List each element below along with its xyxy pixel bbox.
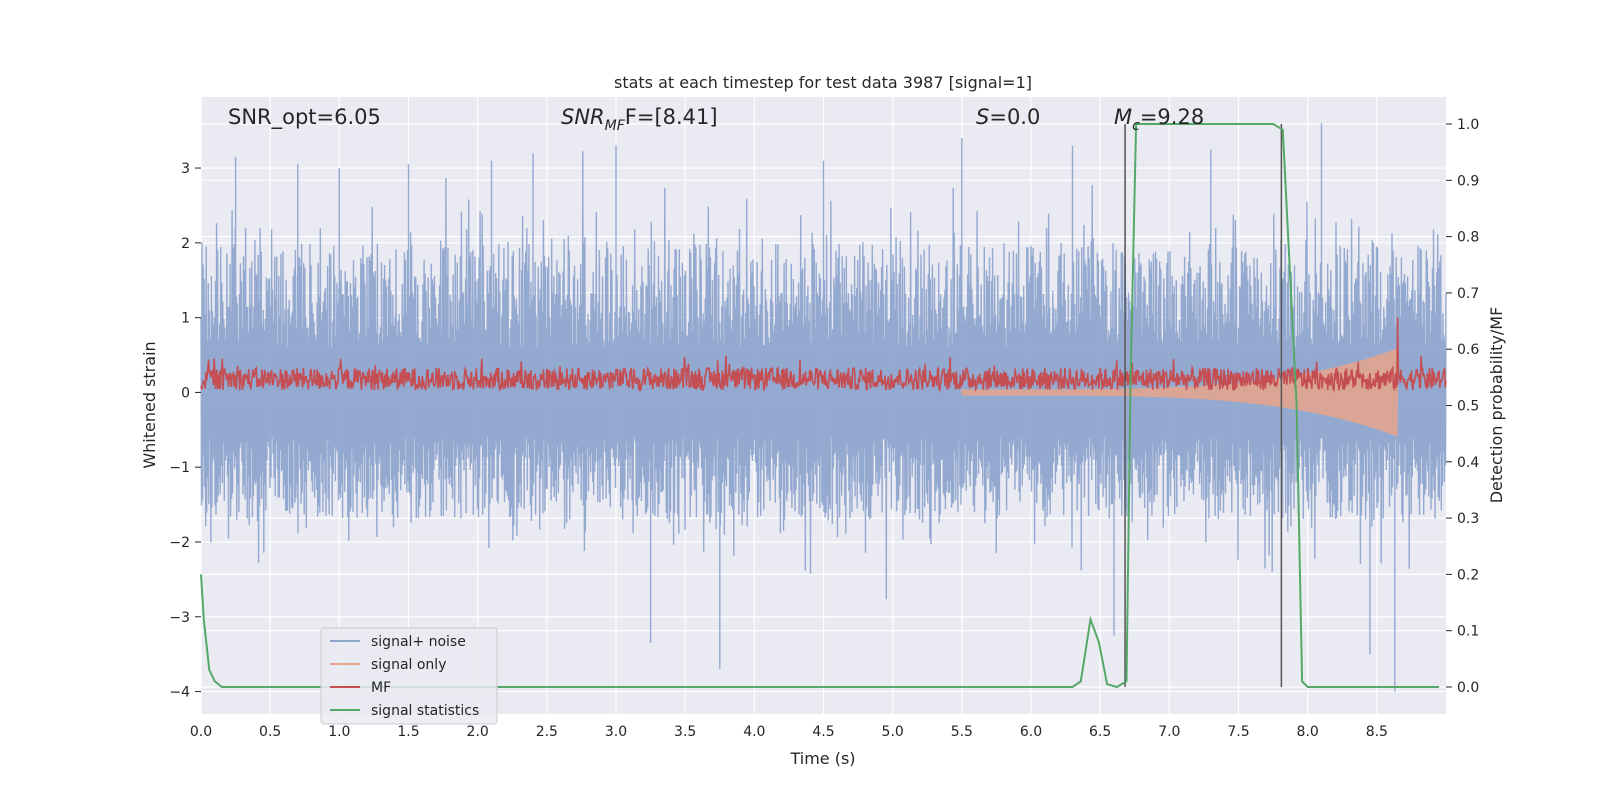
y2-tick-label: 0.9 <box>1457 173 1479 189</box>
annotation-mc-main: M <box>1114 105 1132 129</box>
x-tick-label: 5.5 <box>951 724 973 740</box>
legend-box <box>320 627 498 725</box>
y2-tick-label: 0.4 <box>1457 455 1479 471</box>
annotation-mc: Mc=9.28 <box>1114 105 1204 134</box>
annotation-mc-sub: c <box>1132 118 1140 134</box>
y2-tick-label: 0.8 <box>1457 230 1479 246</box>
legend-label: signal statistics <box>371 703 479 719</box>
series-layer <box>200 123 1447 692</box>
series-signal-only <box>961 348 1399 437</box>
legend-label: signal+ noise <box>371 634 466 650</box>
annotation-s-main: S <box>976 105 989 129</box>
x-tick-label: 7.0 <box>1158 724 1180 740</box>
legend: signal+ noise signal only MF signal statist… <box>320 627 498 725</box>
annotation-s-rest: =0.0 <box>989 105 1040 129</box>
legend-label: signal only <box>371 657 446 673</box>
annotation-snr-mf: SNRMFF=[8.41] <box>561 105 718 134</box>
x-tick-label: 6.5 <box>1089 724 1111 740</box>
y2-tick-label: 0.7 <box>1457 286 1479 302</box>
y2-axis-label: Detection probability/MF <box>1487 307 1506 504</box>
x-tick-label: 4.5 <box>812 724 834 740</box>
x-tick-label: 3.5 <box>674 724 696 740</box>
y2-tick-label: 0.5 <box>1457 399 1479 415</box>
x-tick-label: 0.0 <box>190 724 212 740</box>
chart-title: stats at each timestep for test data 398… <box>614 73 1032 92</box>
y2-tick-label: 1.0 <box>1457 117 1479 133</box>
y-tick-label: 0 <box>181 385 190 401</box>
legend-label: MF <box>371 680 391 696</box>
series-mf <box>200 317 1447 393</box>
series-signal-statistics <box>200 123 1440 689</box>
y2-tick-label: 0.3 <box>1457 511 1479 527</box>
y-tick-label: 1 <box>181 311 190 327</box>
x-tick-label: 6.0 <box>1020 724 1042 740</box>
y2-tick-label: 0.6 <box>1457 342 1479 358</box>
x-tick-label: 7.5 <box>1227 724 1249 740</box>
x-axis-label: Time (s) <box>789 749 855 768</box>
x-tick-label: 8.0 <box>1297 724 1319 740</box>
y-tick-label: 3 <box>181 161 190 177</box>
y-tick-label: −1 <box>169 460 190 476</box>
annotation-snr-mf-main: SNR <box>561 105 605 129</box>
x-tick-label: 5.0 <box>882 724 904 740</box>
x-tick-label: 2.5 <box>536 724 558 740</box>
y-tick-label: −3 <box>169 610 190 626</box>
y2-tick-label: 0.0 <box>1457 680 1479 696</box>
annotation-s: S=0.0 <box>976 105 1040 129</box>
annotation-snr-mf-sub: MF <box>605 118 626 134</box>
x-tick-label: 2.0 <box>467 724 489 740</box>
y-tick-label: −4 <box>169 685 190 701</box>
annotation-snr-mf-rest: F=[8.41] <box>625 105 718 129</box>
x-tick-label: 8.5 <box>1366 724 1388 740</box>
y-axis-label: Whitened strain <box>140 341 159 468</box>
annotation-mc-rest: =9.28 <box>1140 105 1204 129</box>
x-tick-label: 3.0 <box>605 724 627 740</box>
x-tick-label: 0.5 <box>259 724 281 740</box>
y-tick-label: 2 <box>181 236 190 252</box>
y-tick-label: −2 <box>169 535 190 551</box>
annotation-snr-opt: SNR_opt=6.05 <box>228 105 381 130</box>
x-tick-label: 1.5 <box>397 724 419 740</box>
series-signal-noise <box>200 123 1447 692</box>
y2-tick-label: 0.2 <box>1457 567 1479 583</box>
x-tick-label: 4.0 <box>743 724 765 740</box>
ticks: 0.0 0.5 1.0 1.5 2.0 2.5 3.0 3.5 4.0 4.5 5.0 5.5 6.0 6… <box>169 117 1479 740</box>
x-tick-label: 1.0 <box>328 724 350 740</box>
y2-tick-label: 0.1 <box>1457 624 1479 640</box>
